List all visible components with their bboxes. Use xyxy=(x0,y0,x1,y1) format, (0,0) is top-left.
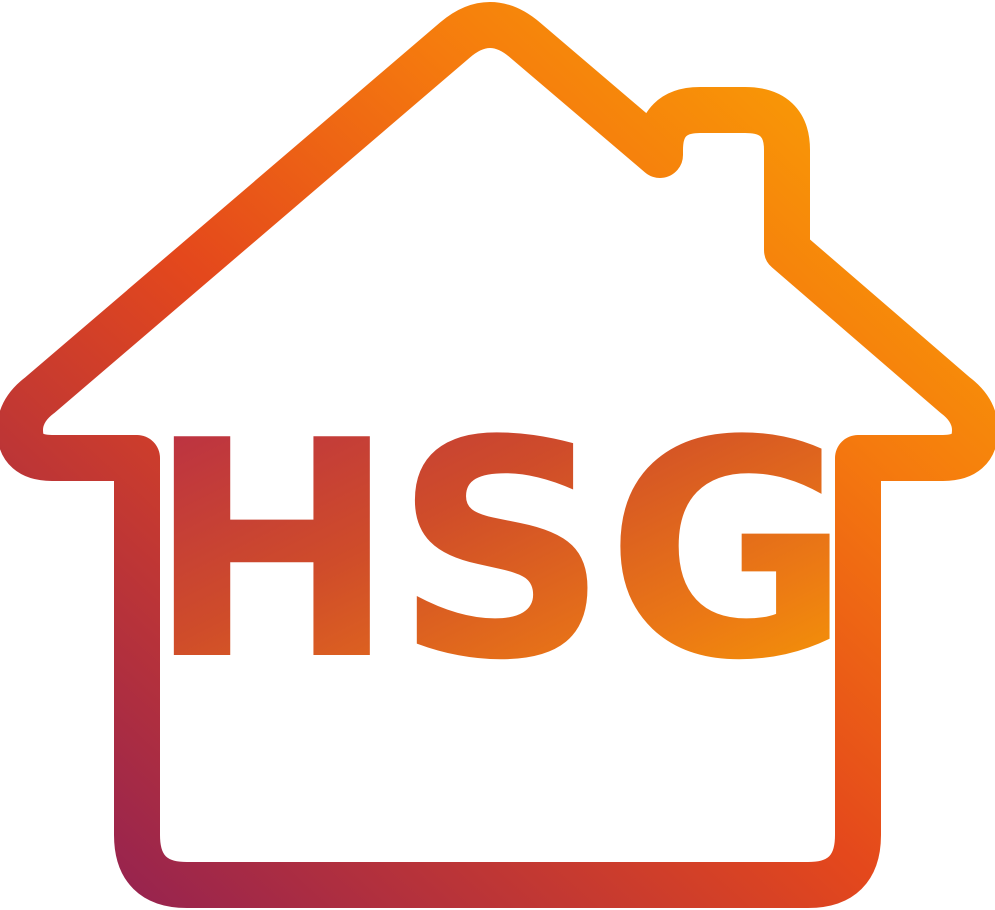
logo-text: HSG xyxy=(146,377,847,726)
